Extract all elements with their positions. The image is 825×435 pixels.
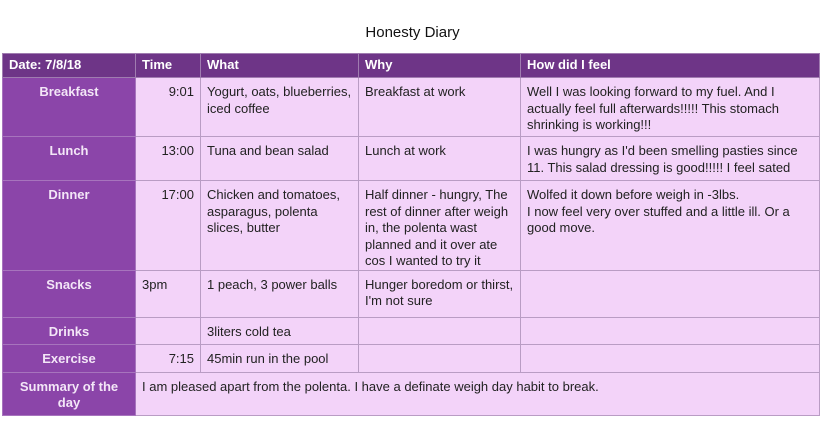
- feel-cell: Well I was looking forward to my fuel. A…: [520, 77, 820, 137]
- feel-cell: Wolfed it down before weigh in -3lbs. I …: [520, 180, 820, 271]
- why-cell: [358, 316, 521, 345]
- feel-cell: [520, 316, 820, 345]
- row-label: Drinks: [2, 316, 136, 345]
- time-cell: 3pm: [135, 269, 201, 318]
- what-cell: 1 peach, 3 power balls: [200, 269, 359, 318]
- diary-table: Date: 7/8/18 Time What Why How did I fee…: [2, 53, 820, 416]
- what-cell: Chicken and tomatoes, asparagus, polenta…: [200, 180, 359, 271]
- why-cell: Breakfast at work: [358, 77, 521, 137]
- what-cell: 3liters cold tea: [200, 316, 359, 345]
- what-cell: Yogurt, oats, blueberries, iced coffee: [200, 77, 359, 137]
- summary-row: Summary of the day I am pleased apart fro…: [2, 371, 820, 416]
- what-cell: Tuna and bean salad: [200, 136, 359, 181]
- table-row: Lunch 13:00 Tuna and bean salad Lunch at…: [2, 136, 820, 181]
- row-label: Exercise: [2, 343, 136, 373]
- header-what: What: [200, 53, 359, 78]
- summary-text: I am pleased apart from the polenta. I h…: [135, 371, 820, 416]
- table-row: Drinks 3liters cold tea: [2, 316, 820, 345]
- feel-cell: [520, 343, 820, 373]
- page-title: Honesty Diary: [365, 24, 460, 41]
- summary-label: Summary of the day: [2, 371, 136, 416]
- why-cell: [358, 343, 521, 373]
- row-label: Dinner: [2, 180, 136, 271]
- why-cell: Hunger boredom or thirst, I'm not sure: [358, 269, 521, 318]
- time-cell: 17:00: [135, 180, 201, 271]
- why-cell: Half dinner - hungry, The rest of dinner…: [358, 180, 521, 271]
- time-cell: [135, 316, 201, 345]
- header-time: Time: [135, 53, 201, 78]
- table-row: Dinner 17:00 Chicken and tomatoes, aspar…: [2, 180, 820, 271]
- table-row: Breakfast 9:01 Yogurt, oats, blueberries…: [2, 77, 820, 137]
- header-feel: How did I feel: [520, 53, 820, 78]
- time-cell: 13:00: [135, 136, 201, 181]
- row-label: Snacks: [2, 269, 136, 318]
- row-label: Lunch: [2, 136, 136, 181]
- time-cell: 7:15: [135, 343, 201, 373]
- header-row: Date: 7/8/18 Time What Why How did I fee…: [2, 53, 820, 78]
- header-date: Date: 7/8/18: [2, 53, 136, 78]
- header-why: Why: [358, 53, 521, 78]
- time-cell: 9:01: [135, 77, 201, 137]
- table-row: Snacks 3pm 1 peach, 3 power balls Hunger…: [2, 269, 820, 318]
- why-cell: Lunch at work: [358, 136, 521, 181]
- table-row: Exercise 7:15 45min run in the pool: [2, 343, 820, 373]
- what-cell: 45min run in the pool: [200, 343, 359, 373]
- feel-cell: [520, 269, 820, 318]
- row-label: Breakfast: [2, 77, 136, 137]
- feel-cell: I was hungry as I'd been smelling pastie…: [520, 136, 820, 181]
